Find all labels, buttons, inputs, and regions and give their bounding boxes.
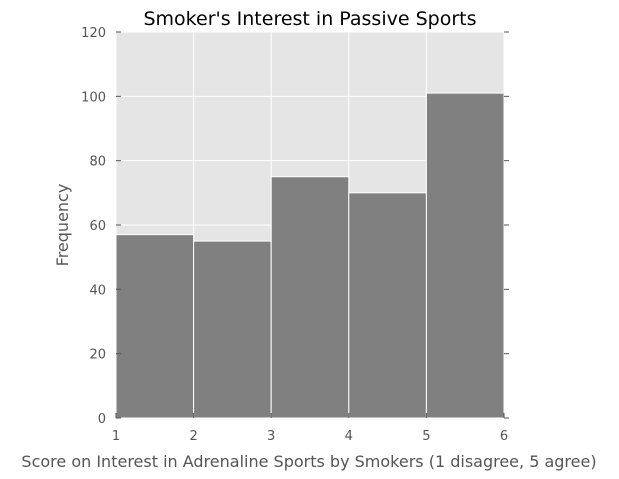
bars [115,92,505,419]
histogram-bar [348,192,427,419]
y-tick-label: 0 [98,412,106,427]
histogram-bar [115,234,195,419]
y-tick-label: 120 [81,26,106,41]
x-tick-label: 3 [267,429,275,444]
y-tick-label: 80 [89,155,106,170]
y-tick-label: 100 [81,90,106,105]
x-tick-label: 2 [189,429,197,444]
x-tick-label: 6 [500,429,508,444]
x-tick-labels: 1 2 3 4 5 6 [112,429,508,444]
histogram-bar [270,176,350,419]
y-tick-label: 20 [89,348,106,363]
histogram-bar [425,92,505,419]
y-tick-label: 60 [89,219,106,234]
y-tick-labels: 0 20 40 60 80 100 120 [81,26,106,427]
y-tick-label: 40 [89,283,106,298]
x-tick-label: 5 [422,429,430,444]
histogram-bar [193,240,272,419]
x-tick-label: 1 [112,429,120,444]
y-axis-label: Frequency [53,184,72,267]
x-axis-label: Score on Interest in Adrenaline Sports b… [21,452,596,471]
tick-marks [115,31,509,419]
chart-title: Smoker's Interest in Passive Sports [143,8,476,30]
x-tick-label: 4 [345,429,353,444]
